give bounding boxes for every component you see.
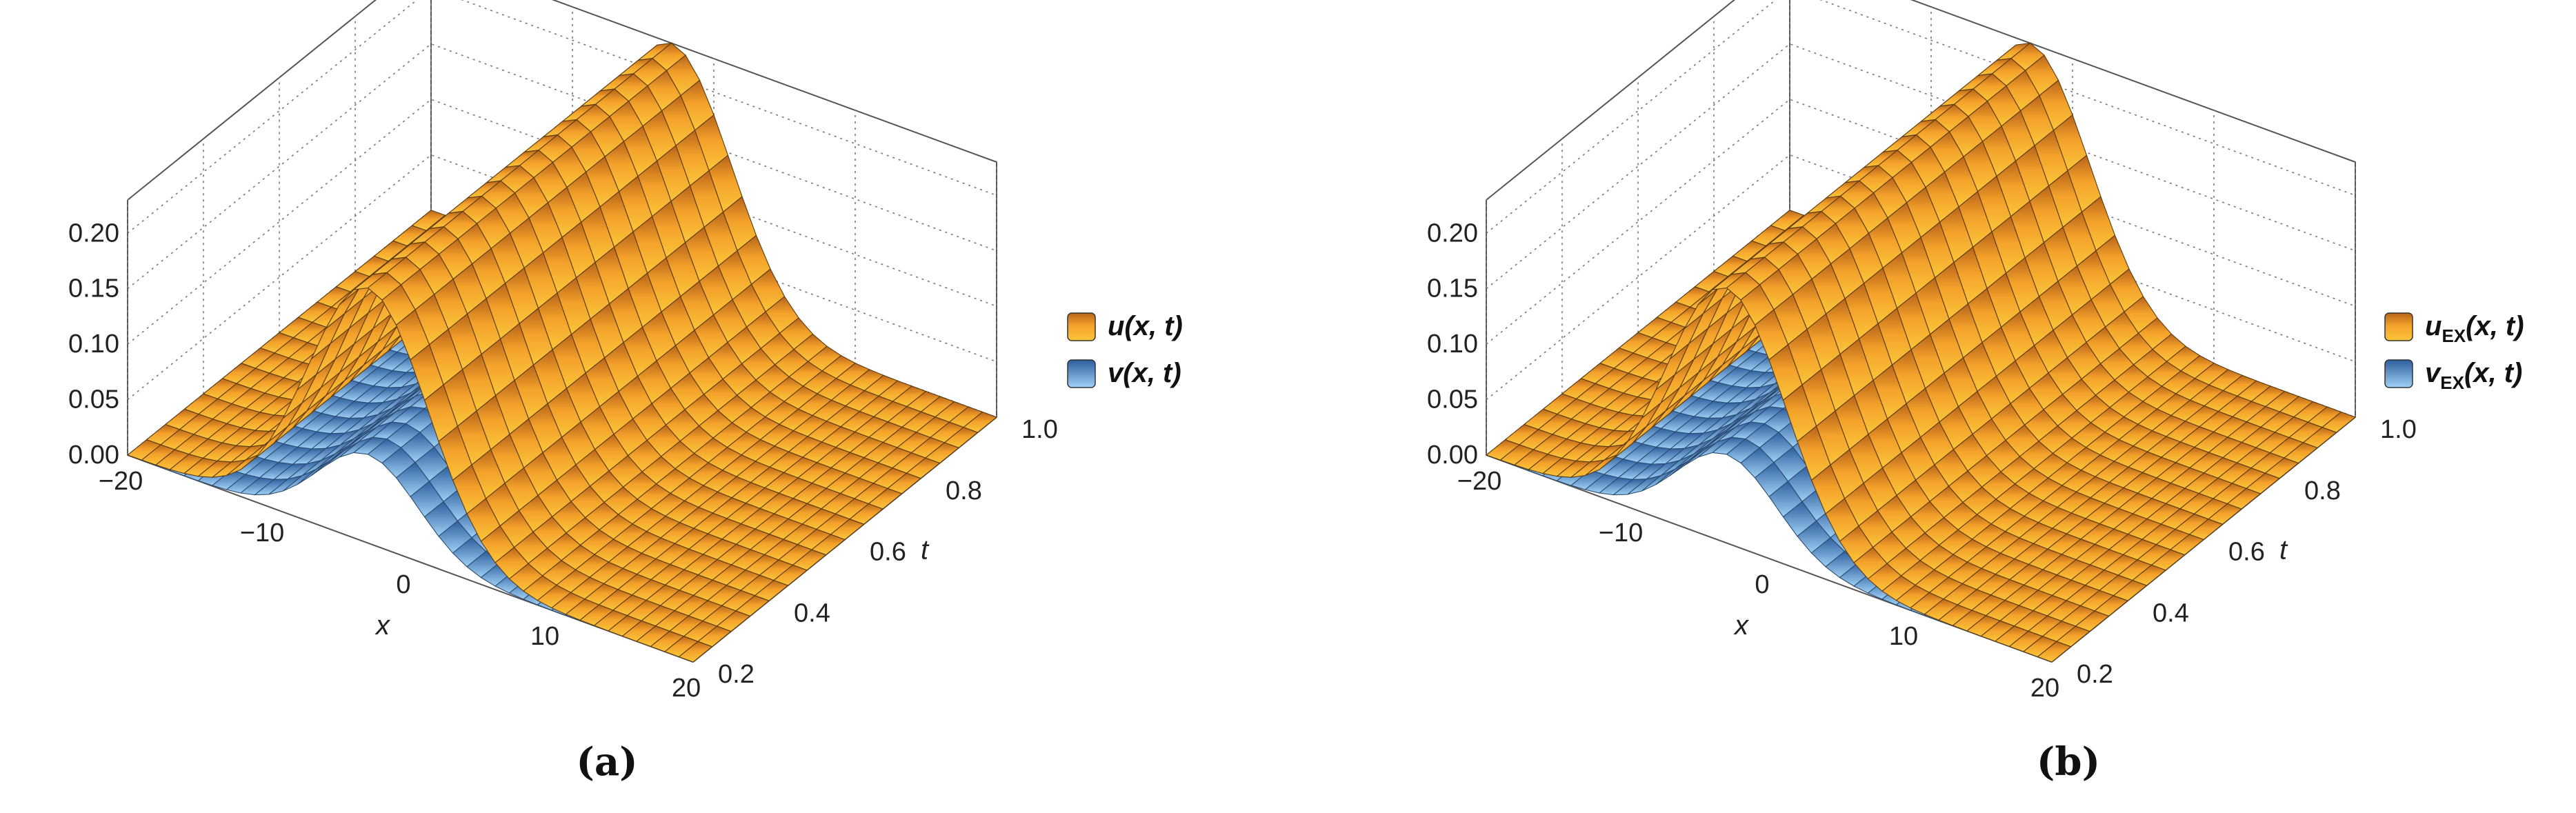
x-axis-title: x — [375, 610, 391, 641]
axis-labels: 0.00 0.05 0.10 0.15 0.20 −20 −10 0 10 20 0.2 0.4 0.6… — [68, 219, 1058, 703]
x-tick-label: 10 — [530, 622, 559, 651]
surface-plot-a: 0.00 0.05 0.10 0.15 0.20 −20 −10 0 10 20 0.2 0.4 0.6… — [68, 0, 1183, 703]
surface-patch — [678, 641, 713, 663]
x-tick-label: 0 — [1755, 570, 1769, 599]
t-tick-label: 0.2 — [2077, 660, 2113, 689]
legend-swatch — [2384, 359, 2413, 388]
z-tick-label: 0.00 — [68, 441, 119, 470]
z-tick-label: 0.05 — [1427, 385, 1478, 414]
panel-b-caption: (b) — [2036, 739, 2101, 785]
t-tick-label: 1.0 — [2380, 415, 2417, 444]
z-tick-label: 0.10 — [1427, 330, 1478, 359]
legend-label: u(x, t) — [1108, 311, 1183, 341]
z-tick-label: 0.00 — [1427, 441, 1478, 470]
surface-plot-b: 0.00 0.05 0.10 0.15 0.20 −20 −10 0 10 20 0.2 0.4 0.6… — [1427, 0, 2524, 703]
grid — [127, 0, 997, 456]
legend-swatch — [2384, 312, 2413, 341]
x-tick-label: −20 — [1457, 467, 1501, 496]
z-tick-label: 0.10 — [68, 330, 119, 359]
panel-a: 0.00 0.05 0.10 0.15 0.20 −20 −10 0 10 20 0.2 0.4 0.6… — [0, 0, 1288, 810]
t-tick-label: 0.6 — [2228, 538, 2265, 567]
t-tick-label: 0.2 — [718, 660, 755, 689]
legend: u(x, t) v(x, t) — [1067, 311, 1183, 388]
grid — [1486, 0, 2356, 456]
t-tick-label: 1.0 — [1021, 415, 1058, 444]
surface-u — [1485, 42, 2357, 663]
panel-b: 0.00 0.05 0.10 0.15 0.20 −20 −10 0 10 20 0.2 0.4 0.6… — [1288, 0, 2575, 810]
legend: uEX(x, t) vEX(x, t) — [2384, 311, 2524, 393]
legend-label: vEX(x, t) — [2425, 358, 2522, 393]
x-tick-label: −10 — [1599, 519, 1643, 548]
x-tick-label: 20 — [2030, 674, 2059, 703]
x-tick-label: −10 — [240, 519, 284, 548]
x-tick-label: 20 — [672, 674, 701, 703]
surface-patch — [2037, 641, 2072, 663]
surface-u — [126, 42, 998, 663]
t-tick-label: 0.8 — [946, 476, 982, 505]
x-axis-title: x — [1733, 610, 1750, 641]
x-tick-label: 0 — [396, 570, 410, 599]
t-tick-label: 0.8 — [2304, 476, 2341, 505]
axis-labels: 0.00 0.05 0.10 0.15 0.20 −20 −10 0 10 20 0.2 0.4 0.6… — [1427, 219, 2417, 703]
legend-label: v(x, t) — [1108, 358, 1181, 388]
legend-swatch — [1067, 312, 1096, 341]
t-tick-label: 0.6 — [870, 538, 906, 567]
t-tick-label: 0.4 — [794, 599, 830, 628]
legend-label: uEX(x, t) — [2425, 311, 2524, 346]
t-tick-label: 0.4 — [2153, 599, 2189, 628]
z-tick-label: 0.20 — [1427, 219, 1478, 248]
z-tick-label: 0.05 — [68, 385, 119, 414]
z-tick-label: 0.15 — [68, 274, 119, 303]
z-tick-label: 0.20 — [68, 219, 119, 248]
z-tick-label: 0.15 — [1427, 274, 1478, 303]
x-tick-label: 10 — [1889, 622, 1918, 651]
panel-a-caption: (a) — [576, 739, 638, 785]
t-axis-title: t — [921, 535, 930, 565]
t-axis-title: t — [2279, 535, 2288, 565]
x-tick-label: −20 — [99, 467, 143, 496]
legend-swatch — [1067, 359, 1096, 388]
